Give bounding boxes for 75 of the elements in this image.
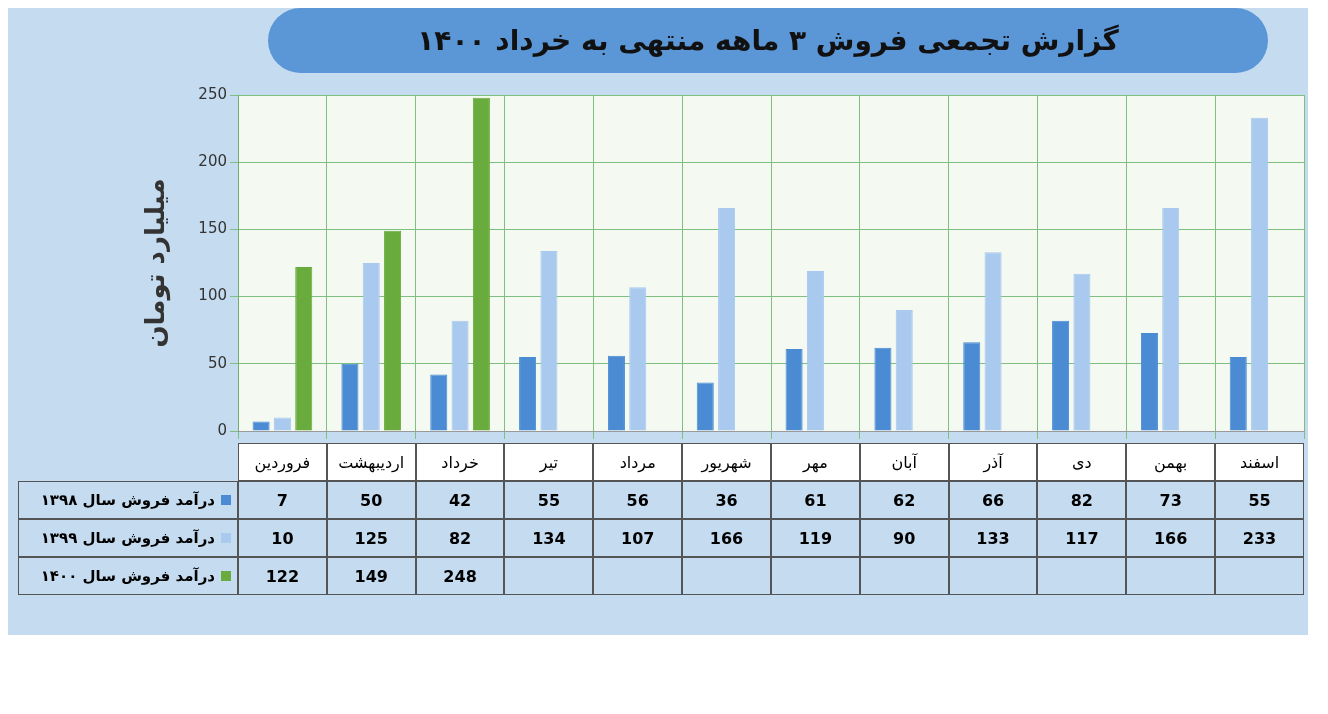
data-label: 10 xyxy=(238,519,327,557)
y-tick-label: 150 xyxy=(198,219,227,238)
x-tick-label: اردیبهشت xyxy=(326,443,416,481)
bar xyxy=(362,263,380,431)
bar xyxy=(1052,320,1070,431)
data-label: 42 xyxy=(415,481,505,519)
bar xyxy=(895,310,913,431)
y-tick-label: 100 xyxy=(198,286,227,305)
bar xyxy=(295,267,313,431)
bar xyxy=(341,363,359,431)
data-label: 125 xyxy=(326,519,416,557)
bar xyxy=(1140,332,1158,431)
x-tick-label: دی xyxy=(1037,443,1127,481)
x-tick-label: شهریور xyxy=(682,443,771,481)
data-label: 90 xyxy=(859,519,949,557)
y-tick-label: 50 xyxy=(207,353,227,372)
legend-label: درآمد فروش سال ۱۳۹۸ xyxy=(40,491,215,509)
data-label: 119 xyxy=(770,519,860,557)
x-tick-label: تیر xyxy=(504,443,594,481)
legend-label: درآمد فروش سال ۱۴۰۰ xyxy=(40,567,215,585)
bar xyxy=(785,349,803,431)
bar xyxy=(519,357,537,431)
x-tick-label: بهمن xyxy=(1126,443,1216,481)
data-label: 133 xyxy=(948,519,1038,557)
x-tick-label: مهر xyxy=(770,443,860,481)
bar xyxy=(607,355,625,431)
data-label: 248 xyxy=(415,557,505,595)
data-label: 55 xyxy=(504,481,594,519)
bar xyxy=(384,230,402,431)
bar xyxy=(1229,357,1247,431)
bar xyxy=(540,250,558,431)
bar xyxy=(696,382,714,431)
bar xyxy=(1162,207,1180,431)
x-tick-label: فروردین xyxy=(238,443,327,481)
bar xyxy=(629,287,647,431)
x-tick-label: آبان xyxy=(859,443,949,481)
chart-title: گزارش تجمعی فروش ۳ ماهه منتهی به خرداد ۱۴۰۰ xyxy=(268,8,1268,73)
y-tick-label: 0 xyxy=(217,420,227,439)
data-label: 73 xyxy=(1126,481,1216,519)
data-label: 50 xyxy=(326,481,416,519)
y-axis-title: میلیارد تومان xyxy=(140,178,172,348)
y-tick-label: 250 xyxy=(198,84,227,103)
y-tick-label: 200 xyxy=(198,152,227,171)
bar xyxy=(472,97,490,431)
data-label: 134 xyxy=(504,519,594,557)
data-label: 36 xyxy=(682,481,771,519)
data-label: 66 xyxy=(948,481,1038,519)
bar xyxy=(718,207,736,431)
data-label: 166 xyxy=(682,519,771,557)
data-label: 82 xyxy=(415,519,505,557)
data-label: 56 xyxy=(593,481,683,519)
data-label: 55 xyxy=(1215,481,1304,519)
bar xyxy=(1073,273,1091,431)
bar xyxy=(963,342,981,431)
data-label: 7 xyxy=(238,481,327,519)
bar xyxy=(1251,117,1269,431)
data-label: 233 xyxy=(1215,519,1304,557)
data-label: 107 xyxy=(593,519,683,557)
data-label: 61 xyxy=(770,481,860,519)
data-label: 166 xyxy=(1126,519,1216,557)
data-label: 117 xyxy=(1037,519,1127,557)
bar xyxy=(451,320,469,431)
x-tick-label: مرداد xyxy=(593,443,683,481)
x-tick-label: آذر xyxy=(948,443,1038,481)
data-label: 149 xyxy=(326,557,416,595)
data-label: 62 xyxy=(859,481,949,519)
bar xyxy=(984,252,1002,431)
x-tick-label: اسفند xyxy=(1215,443,1304,481)
bar xyxy=(874,347,892,431)
bar xyxy=(430,374,448,431)
data-label: 82 xyxy=(1037,481,1127,519)
legend-label: درآمد فروش سال ۱۳۹۹ xyxy=(40,529,215,547)
x-tick-label: خرداد xyxy=(415,443,505,481)
data-label: 122 xyxy=(238,557,327,595)
bar xyxy=(806,271,824,431)
